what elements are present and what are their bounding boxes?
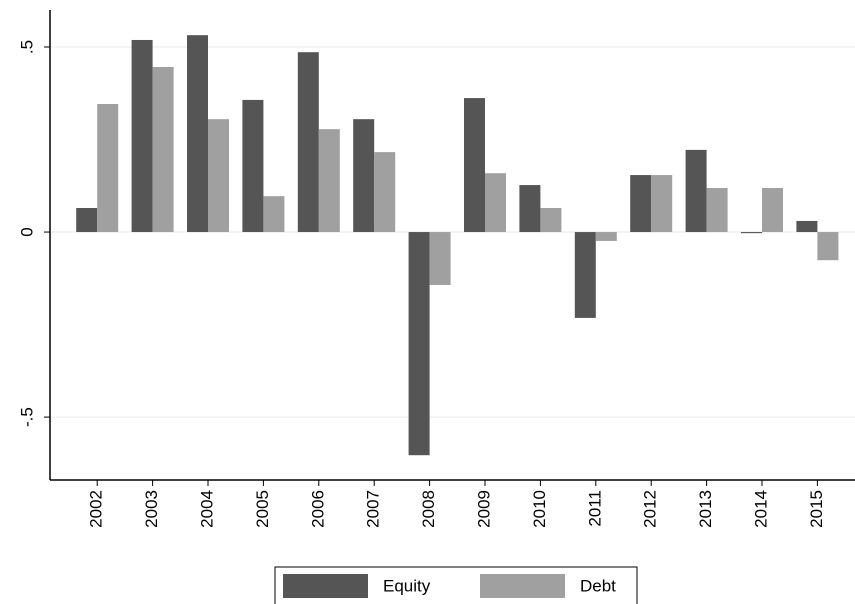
- x-tick-label: 2010: [530, 490, 549, 528]
- bar: [374, 152, 396, 233]
- bar: [208, 119, 229, 233]
- bar: [131, 39, 153, 233]
- bar: [741, 232, 762, 234]
- x-tick-label: 2004: [197, 490, 216, 528]
- x-tick-label: 2006: [308, 490, 327, 528]
- bar: [519, 185, 541, 233]
- bar: [817, 232, 839, 261]
- bar: [485, 173, 506, 233]
- y-tick-label: 0: [17, 227, 36, 236]
- bar: [97, 104, 119, 233]
- x-tick-label: 2002: [87, 490, 106, 528]
- bar: [574, 232, 596, 318]
- bar: [762, 188, 783, 233]
- legend-swatch: [480, 574, 565, 598]
- bar: [408, 232, 430, 456]
- bar: [796, 220, 818, 233]
- bar: [187, 35, 208, 233]
- x-tick-label: 2014: [751, 490, 770, 528]
- y-tick-label: -.5: [17, 407, 36, 427]
- bar: [152, 66, 174, 233]
- bar: [263, 196, 285, 233]
- bar: [685, 149, 707, 233]
- legend-label: Equity: [383, 576, 431, 595]
- bar: [76, 207, 98, 233]
- bar: [630, 175, 652, 233]
- bar: [429, 232, 451, 285]
- x-tick-label: 2003: [142, 490, 161, 528]
- y-tick-label: .5: [17, 40, 36, 54]
- bar: [242, 99, 264, 233]
- legend-swatch: [283, 574, 368, 598]
- bar: [464, 98, 485, 233]
- x-tick-label: 2015: [807, 490, 826, 528]
- x-tick-label: 2012: [641, 490, 660, 528]
- x-tick-label: 2011: [585, 490, 604, 527]
- x-tick-label: 2013: [696, 490, 715, 528]
- bar: [540, 207, 562, 233]
- x-tick-label: 2007: [364, 490, 383, 528]
- x-tick-label: 2008: [419, 490, 438, 528]
- bar: [595, 232, 617, 241]
- bar: [353, 119, 375, 233]
- bar: [297, 52, 319, 233]
- bar: [318, 129, 340, 233]
- bar: [651, 175, 673, 233]
- x-tick-label: 2005: [253, 490, 272, 528]
- legend-label: Debt: [580, 576, 616, 595]
- bar: [706, 188, 728, 233]
- x-tick-label: 2009: [474, 490, 493, 528]
